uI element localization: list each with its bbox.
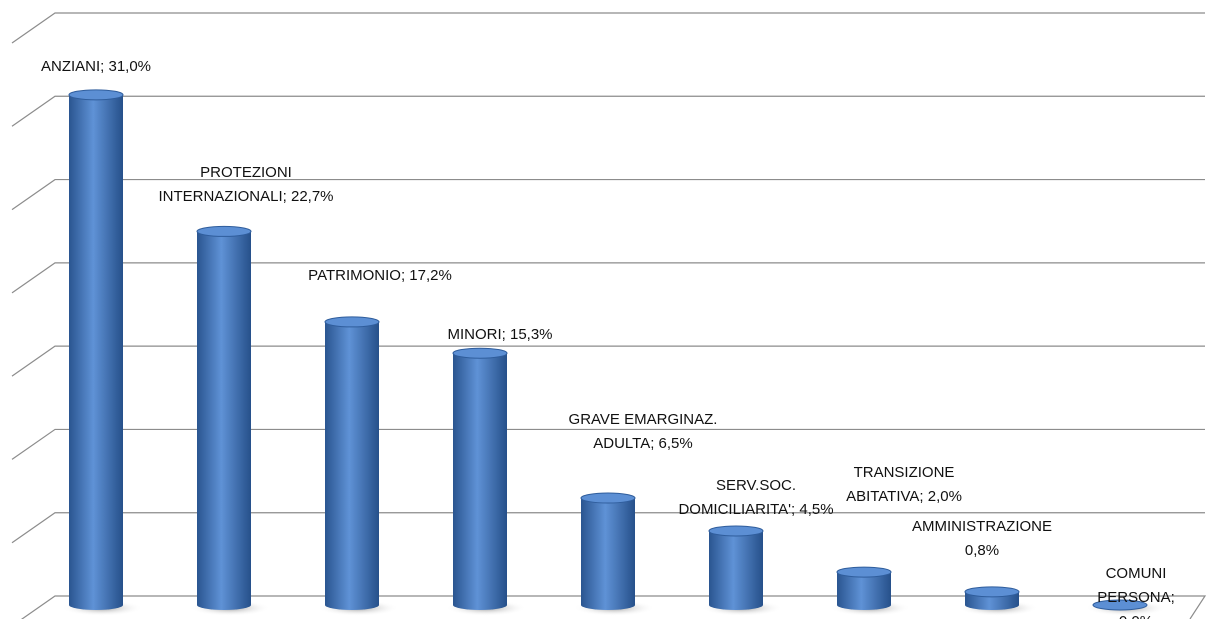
grid-line [11, 512, 1205, 544]
bar-top [580, 492, 636, 504]
bar [324, 316, 380, 610]
bar [452, 347, 508, 610]
bar-top [964, 586, 1020, 598]
grid-line [11, 178, 1205, 211]
bar [580, 492, 636, 610]
grid-line [11, 262, 1205, 294]
data-label: AMMINISTRAZIONE 0,8% [911, 517, 1053, 559]
bar-body [837, 572, 891, 610]
bar [708, 525, 764, 610]
bar-top [836, 566, 892, 578]
bar [68, 89, 124, 611]
bar-body [69, 94, 123, 611]
grid-line [11, 345, 1205, 377]
bar-body [453, 353, 507, 610]
data-label: PATRIMONIO; 17,2% [308, 266, 452, 284]
bar-top [708, 525, 764, 537]
bar [836, 566, 892, 610]
grid-line [11, 428, 1205, 460]
bar-body [581, 498, 635, 610]
data-label: TRANSIZIONE ABITATIVA; 2,0% [846, 464, 962, 506]
grid-line [11, 12, 1205, 44]
data-label: ANZIANI; 31,0% [40, 57, 152, 75]
data-label: COMUNI PERSONA; 0,0% [1097, 565, 1175, 619]
data-label: PROTEZIONI INTERNAZIONALI; 22,7% [158, 164, 334, 206]
bar-body [197, 231, 251, 610]
data-label: GRAVE EMARGINAZ. ADULTA; 6,5% [568, 411, 718, 453]
bar [1092, 599, 1148, 611]
bar-body [709, 530, 763, 610]
bar-top [324, 316, 380, 328]
bar [964, 586, 1020, 610]
bar-top [68, 89, 124, 101]
bar [196, 225, 252, 610]
bar-top [196, 225, 252, 237]
bar-top [1092, 599, 1148, 611]
bar-top [452, 347, 508, 359]
grid-line [11, 95, 1205, 127]
bar-body [325, 321, 379, 610]
data-label: SERV.SOC. DOMICILIARITA'; 4,5% [678, 476, 834, 518]
data-label: MINORI; 15,3% [447, 326, 553, 344]
